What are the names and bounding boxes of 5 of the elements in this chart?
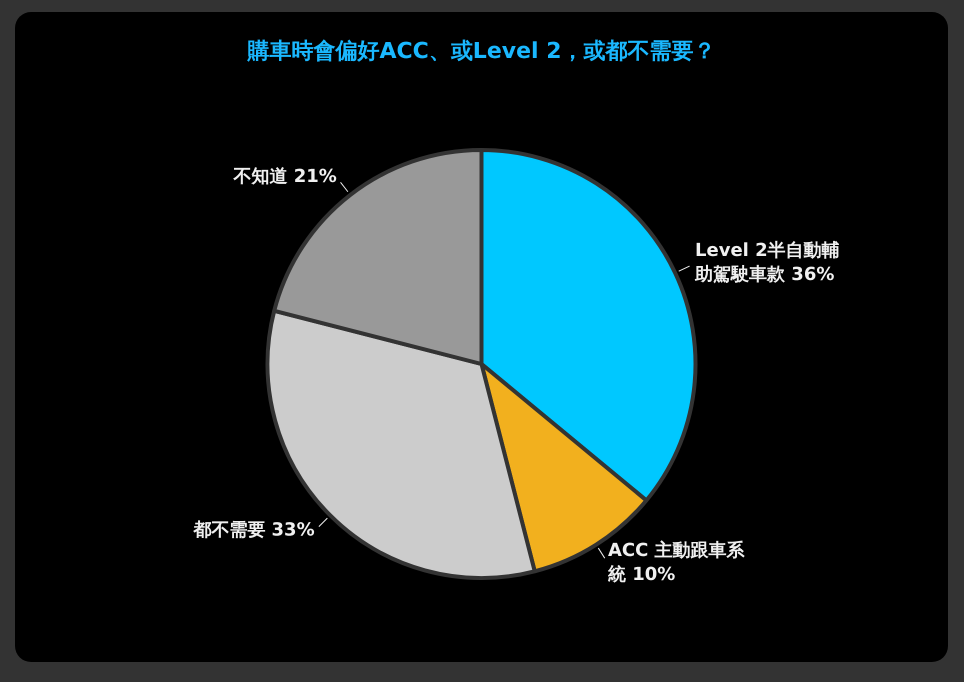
chart-title: 購車時會偏好ACC、或Level 2，或都不需要？ bbox=[246, 38, 717, 66]
slice-label: 都不需要 33% bbox=[192, 520, 315, 541]
slice-label: 不知道 21% bbox=[232, 166, 337, 188]
slice-label: Level 2半自動輔助駕駛車款 36% bbox=[694, 240, 840, 286]
slice-label: ACC 主動跟車系統 10% bbox=[606, 540, 746, 585]
